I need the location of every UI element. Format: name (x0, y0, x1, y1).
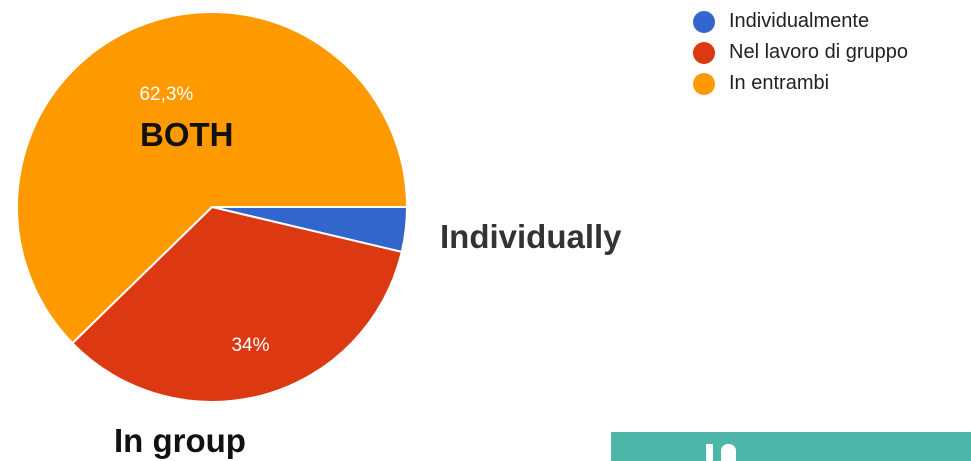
legend-swatch-gruppo (693, 41, 715, 64)
chart-legend: Individualmente Nel lavoro di gruppo In … (693, 6, 908, 99)
slice-label-entrambi: 62,3% (139, 84, 193, 105)
pie-slice-entrambi (16, 11, 409, 345)
legend-item-gruppo: Nel lavoro di gruppo (693, 37, 908, 68)
pie-slice-gruppo (70, 205, 403, 403)
pie-slice-labels: 34% 62,3% (139, 84, 269, 356)
legend-label-individualmente: Individualmente (729, 10, 870, 32)
legend-swatch-individualmente (693, 10, 715, 33)
annotation-in-group: In group (114, 422, 246, 459)
annotation-both: BOTH (140, 116, 234, 153)
legend-label-entrambi: In entrambi (729, 72, 830, 94)
legend-item-individualmente: Individualmente (693, 6, 908, 37)
teal-footer-block (611, 432, 971, 461)
pie-chart: 34% 62,3% (16, 11, 409, 403)
legend-label-gruppo: Nel lavoro di gruppo (729, 41, 908, 63)
legend-item-entrambi: In entrambi (693, 68, 908, 99)
pie-slices (16, 11, 409, 403)
legend-swatch-entrambi (693, 72, 715, 95)
cut-off-glyph-icon (706, 444, 736, 461)
slice-label-gruppo: 34% (231, 335, 269, 356)
annotation-individually: Individually (440, 218, 622, 255)
